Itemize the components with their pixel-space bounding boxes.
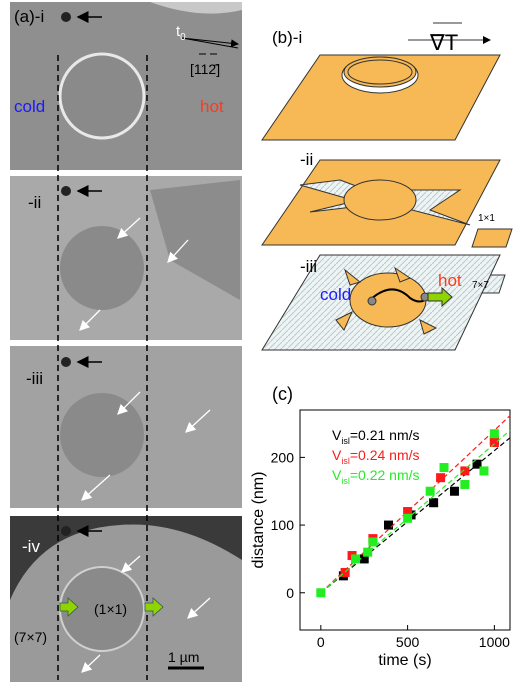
y-tick-label: 200 xyxy=(271,449,295,465)
hot-label: hot xyxy=(200,97,224,116)
gradient-label: ∇T xyxy=(429,30,458,55)
data-point xyxy=(460,480,469,489)
y-tick-label: 0 xyxy=(286,585,294,601)
data-point xyxy=(384,521,393,530)
data-point xyxy=(351,554,360,563)
data-point xyxy=(316,588,325,597)
data-point xyxy=(490,438,499,447)
data-point xyxy=(490,429,499,438)
time-subscript: 0 xyxy=(180,32,186,43)
y-tick-label: 100 xyxy=(271,517,295,533)
panel-label: (a)-i xyxy=(14,7,44,26)
data-point xyxy=(440,463,449,472)
legend-entry: Visl=0.24 nm/s xyxy=(332,447,420,466)
x-tick-label: 1000 xyxy=(479,634,510,650)
data-point xyxy=(429,498,438,507)
phase-label: (1×1) xyxy=(94,601,127,617)
panel-label: -iv xyxy=(22,537,40,556)
legend-1x1: 1×1 xyxy=(478,213,495,224)
x-axis-label: time (s) xyxy=(378,652,431,669)
x-tick-label: 0 xyxy=(317,634,325,650)
legend-entry: Visl=0.22 nm/s xyxy=(332,467,420,486)
panel-label: -ii xyxy=(300,150,313,169)
panel-label: -ii xyxy=(28,193,41,212)
panel-label: (b)-i xyxy=(272,28,302,47)
data-point xyxy=(426,487,435,496)
chart-title: (c) xyxy=(272,384,293,404)
panel-label: -iii xyxy=(300,257,317,276)
x-tick-label: 500 xyxy=(396,634,420,650)
phase-label: (7×7) xyxy=(14,629,47,645)
diagrams xyxy=(262,23,512,350)
legend-subscript: isl xyxy=(341,436,350,446)
data-point xyxy=(363,548,372,557)
legend-text: =0.22 nm/s xyxy=(350,467,420,483)
data-point xyxy=(479,466,488,475)
legend-text: =0.24 nm/s xyxy=(350,447,420,463)
data-point xyxy=(403,514,412,523)
cold-label: cold xyxy=(14,97,45,116)
y-axis-label: distance (nm) xyxy=(250,472,267,569)
figure: (a)-i -ii -iii -iv t0 [112̄] cold hot (7… xyxy=(0,0,526,689)
data-point xyxy=(368,538,377,547)
legend-7x7: 7×7 xyxy=(472,280,489,291)
legend-subscript: isl xyxy=(341,476,350,486)
data-point xyxy=(436,473,445,482)
chart: (c) 0 500 1000 0 100 200 time (s) distance (nm) V… xyxy=(250,384,510,669)
data-point xyxy=(460,466,469,475)
data-point xyxy=(450,487,459,496)
legend-entry: Visl=0.21 nm/s xyxy=(332,427,420,446)
legend-subscript: isl xyxy=(341,456,350,466)
legend-text: =0.21 nm/s xyxy=(350,427,420,443)
direction-label: [112̄] xyxy=(190,61,220,77)
cold-label: cold xyxy=(320,285,351,304)
hot-label: hot xyxy=(438,271,462,290)
scale-bar-label: 1 µm xyxy=(168,649,199,665)
panel-label: -iii xyxy=(26,369,43,388)
